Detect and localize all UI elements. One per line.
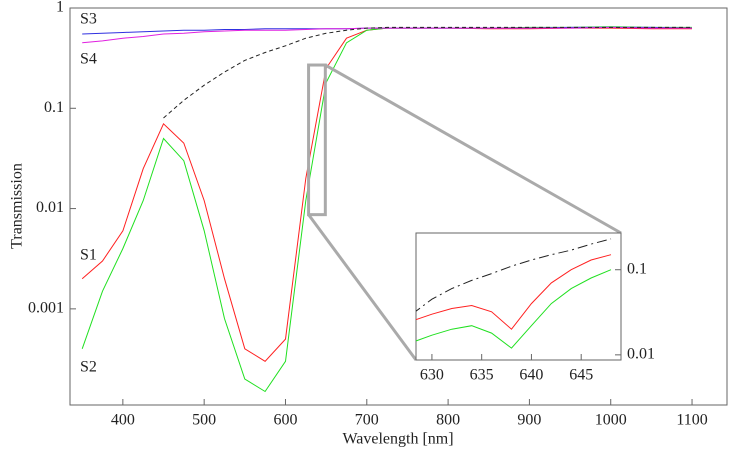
series-group [81, 26, 693, 393]
series-line [81, 26, 692, 393]
x-tick-label: 800 [436, 412, 460, 429]
x-tick-label: 700 [355, 412, 379, 429]
y-axis-label: Transmission [9, 163, 26, 249]
series-line [416, 238, 612, 312]
series-line [163, 26, 692, 119]
x-tick-label: 600 [273, 412, 297, 429]
x-tick-label: 630 [420, 367, 444, 384]
series-line [416, 254, 612, 330]
series-line [416, 269, 612, 349]
zoom-connector [307, 213, 418, 361]
series-label: S2 [80, 359, 97, 376]
series-line [81, 27, 692, 362]
zoom-connector [324, 63, 622, 235]
plot-frame [415, 232, 622, 361]
series-line [82, 26, 692, 44]
x-tick-label: 635 [470, 367, 494, 384]
series-label: S4 [80, 51, 97, 68]
x-tick-label: 900 [517, 412, 541, 429]
x-tick-label: 400 [111, 412, 135, 429]
y-tick-label: 0.001 [28, 300, 64, 317]
y-tick-label: 0.01 [627, 346, 655, 363]
x-tick-label: 645 [569, 367, 593, 384]
x-tick-label: 1100 [676, 412, 707, 429]
y-tick-label: 0.1 [627, 260, 647, 277]
x-tick-label: 640 [519, 367, 543, 384]
plot-1: 630 635 640 645 0.01 0.1 [415, 232, 655, 384]
y-tick-label: 1 [56, 0, 64, 16]
plot-0: 400 500 600 700 800 900 1000 11000.0010.010.11S… [28, 0, 728, 429]
y-tick-label: 0.1 [44, 99, 64, 116]
zoom-box [307, 63, 327, 217]
y-tick-label: 0.01 [36, 199, 64, 216]
x-tick-label: 1000 [595, 412, 627, 429]
x-axis-label: Wavelength [nm] [342, 431, 453, 448]
series-label: S3 [80, 11, 97, 28]
x-tick-label: 500 [192, 412, 216, 429]
series-label: S1 [80, 247, 97, 264]
series-group [416, 238, 612, 349]
